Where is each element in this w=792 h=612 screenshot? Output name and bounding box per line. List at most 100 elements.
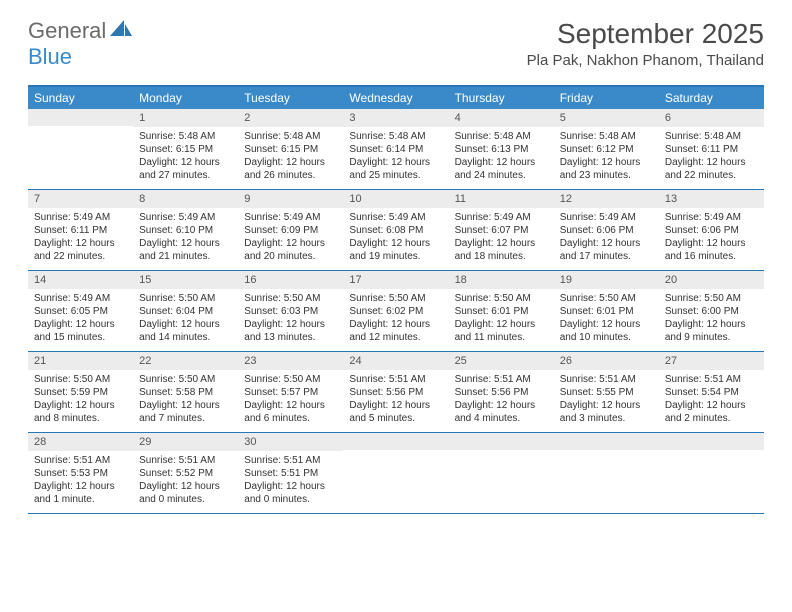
calendar-week: 7Sunrise: 5:49 AMSunset: 6:11 PMDaylight… — [28, 190, 764, 271]
day-cell: 16Sunrise: 5:50 AMSunset: 6:03 PMDayligh… — [238, 271, 343, 351]
day-line-ss: Sunset: 6:09 PM — [244, 224, 337, 237]
day-cell: 15Sunrise: 5:50 AMSunset: 6:04 PMDayligh… — [133, 271, 238, 351]
day-line-d1: Daylight: 12 hours — [139, 480, 232, 493]
day-line-d1: Daylight: 12 hours — [665, 156, 758, 169]
day-line-d1: Daylight: 12 hours — [560, 318, 653, 331]
day-line-sr: Sunrise: 5:51 AM — [139, 454, 232, 467]
day-number: 13 — [659, 190, 764, 208]
day-line-d1: Daylight: 12 hours — [34, 237, 127, 250]
day-body: Sunrise: 5:50 AMSunset: 6:02 PMDaylight:… — [343, 289, 448, 348]
day-line-sr: Sunrise: 5:50 AM — [560, 292, 653, 305]
day-line-d1: Daylight: 12 hours — [34, 399, 127, 412]
day-body: Sunrise: 5:48 AMSunset: 6:14 PMDaylight:… — [343, 127, 448, 186]
day-cell: 19Sunrise: 5:50 AMSunset: 6:01 PMDayligh… — [554, 271, 659, 351]
day-number: 10 — [343, 190, 448, 208]
day-line-d1: Daylight: 12 hours — [244, 318, 337, 331]
day-cell: 7Sunrise: 5:49 AMSunset: 6:11 PMDaylight… — [28, 190, 133, 270]
day-line-sr: Sunrise: 5:50 AM — [139, 292, 232, 305]
day-line-d2: and 5 minutes. — [349, 412, 442, 425]
day-body: Sunrise: 5:49 AMSunset: 6:08 PMDaylight:… — [343, 208, 448, 267]
day-line-d2: and 24 minutes. — [455, 169, 548, 182]
day-line-d1: Daylight: 12 hours — [349, 237, 442, 250]
day-cell: 2Sunrise: 5:48 AMSunset: 6:15 PMDaylight… — [238, 109, 343, 189]
day-cell: 21Sunrise: 5:50 AMSunset: 5:59 PMDayligh… — [28, 352, 133, 432]
dow-cell: Sunday — [28, 87, 133, 109]
day-body: Sunrise: 5:49 AMSunset: 6:05 PMDaylight:… — [28, 289, 133, 348]
day-line-sr: Sunrise: 5:50 AM — [34, 373, 127, 386]
day-body: Sunrise: 5:51 AMSunset: 5:51 PMDaylight:… — [238, 451, 343, 510]
day-line-sr: Sunrise: 5:48 AM — [139, 130, 232, 143]
day-line-d1: Daylight: 12 hours — [244, 156, 337, 169]
day-number: 26 — [554, 352, 659, 370]
day-line-d1: Daylight: 12 hours — [139, 318, 232, 331]
day-number: 1 — [133, 109, 238, 127]
day-body: Sunrise: 5:49 AMSunset: 6:06 PMDaylight:… — [554, 208, 659, 267]
location-text: Pla Pak, Nakhon Phanom, Thailand — [527, 52, 764, 69]
day-line-d1: Daylight: 12 hours — [244, 237, 337, 250]
day-body: Sunrise: 5:51 AMSunset: 5:56 PMDaylight:… — [449, 370, 554, 429]
day-body: Sunrise: 5:48 AMSunset: 6:15 PMDaylight:… — [238, 127, 343, 186]
day-line-sr: Sunrise: 5:49 AM — [244, 211, 337, 224]
day-line-ss: Sunset: 5:54 PM — [665, 386, 758, 399]
day-cell: 11Sunrise: 5:49 AMSunset: 6:07 PMDayligh… — [449, 190, 554, 270]
day-line-d2: and 25 minutes. — [349, 169, 442, 182]
day-number: 2 — [238, 109, 343, 127]
day-cell: 29Sunrise: 5:51 AMSunset: 5:52 PMDayligh… — [133, 433, 238, 513]
day-line-ss: Sunset: 6:04 PM — [139, 305, 232, 318]
day-line-d2: and 21 minutes. — [139, 250, 232, 263]
calendar-week: 1Sunrise: 5:48 AMSunset: 6:15 PMDaylight… — [28, 109, 764, 190]
day-line-ss: Sunset: 6:02 PM — [349, 305, 442, 318]
day-body: Sunrise: 5:50 AMSunset: 6:00 PMDaylight:… — [659, 289, 764, 348]
day-line-d1: Daylight: 12 hours — [455, 399, 548, 412]
day-body: Sunrise: 5:51 AMSunset: 5:55 PMDaylight:… — [554, 370, 659, 429]
day-cell — [554, 433, 659, 513]
day-cell — [449, 433, 554, 513]
day-number: 11 — [449, 190, 554, 208]
day-cell: 6Sunrise: 5:48 AMSunset: 6:11 PMDaylight… — [659, 109, 764, 189]
day-of-week-header: SundayMondayTuesdayWednesdayThursdayFrid… — [28, 87, 764, 109]
day-line-sr: Sunrise: 5:49 AM — [34, 211, 127, 224]
day-number: 6 — [659, 109, 764, 127]
day-body: Sunrise: 5:50 AMSunset: 5:59 PMDaylight:… — [28, 370, 133, 429]
day-line-ss: Sunset: 6:15 PM — [244, 143, 337, 156]
day-line-d2: and 17 minutes. — [560, 250, 653, 263]
day-body: Sunrise: 5:48 AMSunset: 6:12 PMDaylight:… — [554, 127, 659, 186]
day-line-ss: Sunset: 5:55 PM — [560, 386, 653, 399]
day-line-sr: Sunrise: 5:48 AM — [349, 130, 442, 143]
day-line-d1: Daylight: 12 hours — [34, 480, 127, 493]
day-body: Sunrise: 5:49 AMSunset: 6:10 PMDaylight:… — [133, 208, 238, 267]
day-body: Sunrise: 5:50 AMSunset: 6:01 PMDaylight:… — [449, 289, 554, 348]
day-line-ss: Sunset: 6:06 PM — [665, 224, 758, 237]
day-line-ss: Sunset: 6:11 PM — [34, 224, 127, 237]
day-line-sr: Sunrise: 5:49 AM — [455, 211, 548, 224]
day-line-sr: Sunrise: 5:51 AM — [560, 373, 653, 386]
day-line-ss: Sunset: 5:51 PM — [244, 467, 337, 480]
day-line-d2: and 1 minute. — [34, 493, 127, 506]
day-line-d1: Daylight: 12 hours — [455, 318, 548, 331]
day-line-ss: Sunset: 6:01 PM — [455, 305, 548, 318]
day-line-ss: Sunset: 6:07 PM — [455, 224, 548, 237]
day-line-d1: Daylight: 12 hours — [139, 399, 232, 412]
day-cell: 1Sunrise: 5:48 AMSunset: 6:15 PMDaylight… — [133, 109, 238, 189]
day-line-d2: and 6 minutes. — [244, 412, 337, 425]
day-body: Sunrise: 5:49 AMSunset: 6:07 PMDaylight:… — [449, 208, 554, 267]
day-line-d2: and 18 minutes. — [455, 250, 548, 263]
logo: General — [28, 18, 132, 44]
day-number: 30 — [238, 433, 343, 451]
day-line-ss: Sunset: 5:56 PM — [349, 386, 442, 399]
day-body — [449, 450, 554, 457]
day-cell: 14Sunrise: 5:49 AMSunset: 6:05 PMDayligh… — [28, 271, 133, 351]
day-number: 4 — [449, 109, 554, 127]
day-line-d1: Daylight: 12 hours — [665, 237, 758, 250]
calendar: SundayMondayTuesdayWednesdayThursdayFrid… — [28, 85, 764, 514]
day-line-ss: Sunset: 6:01 PM — [560, 305, 653, 318]
day-cell: 22Sunrise: 5:50 AMSunset: 5:58 PMDayligh… — [133, 352, 238, 432]
day-line-ss: Sunset: 6:10 PM — [139, 224, 232, 237]
logo-sail-icon — [110, 18, 132, 44]
day-line-d2: and 9 minutes. — [665, 331, 758, 344]
header: General September 2025 Pla Pak, Nakhon P… — [0, 0, 792, 77]
day-line-d1: Daylight: 12 hours — [349, 318, 442, 331]
day-line-d2: and 0 minutes. — [139, 493, 232, 506]
day-cell: 5Sunrise: 5:48 AMSunset: 6:12 PMDaylight… — [554, 109, 659, 189]
day-body: Sunrise: 5:51 AMSunset: 5:52 PMDaylight:… — [133, 451, 238, 510]
